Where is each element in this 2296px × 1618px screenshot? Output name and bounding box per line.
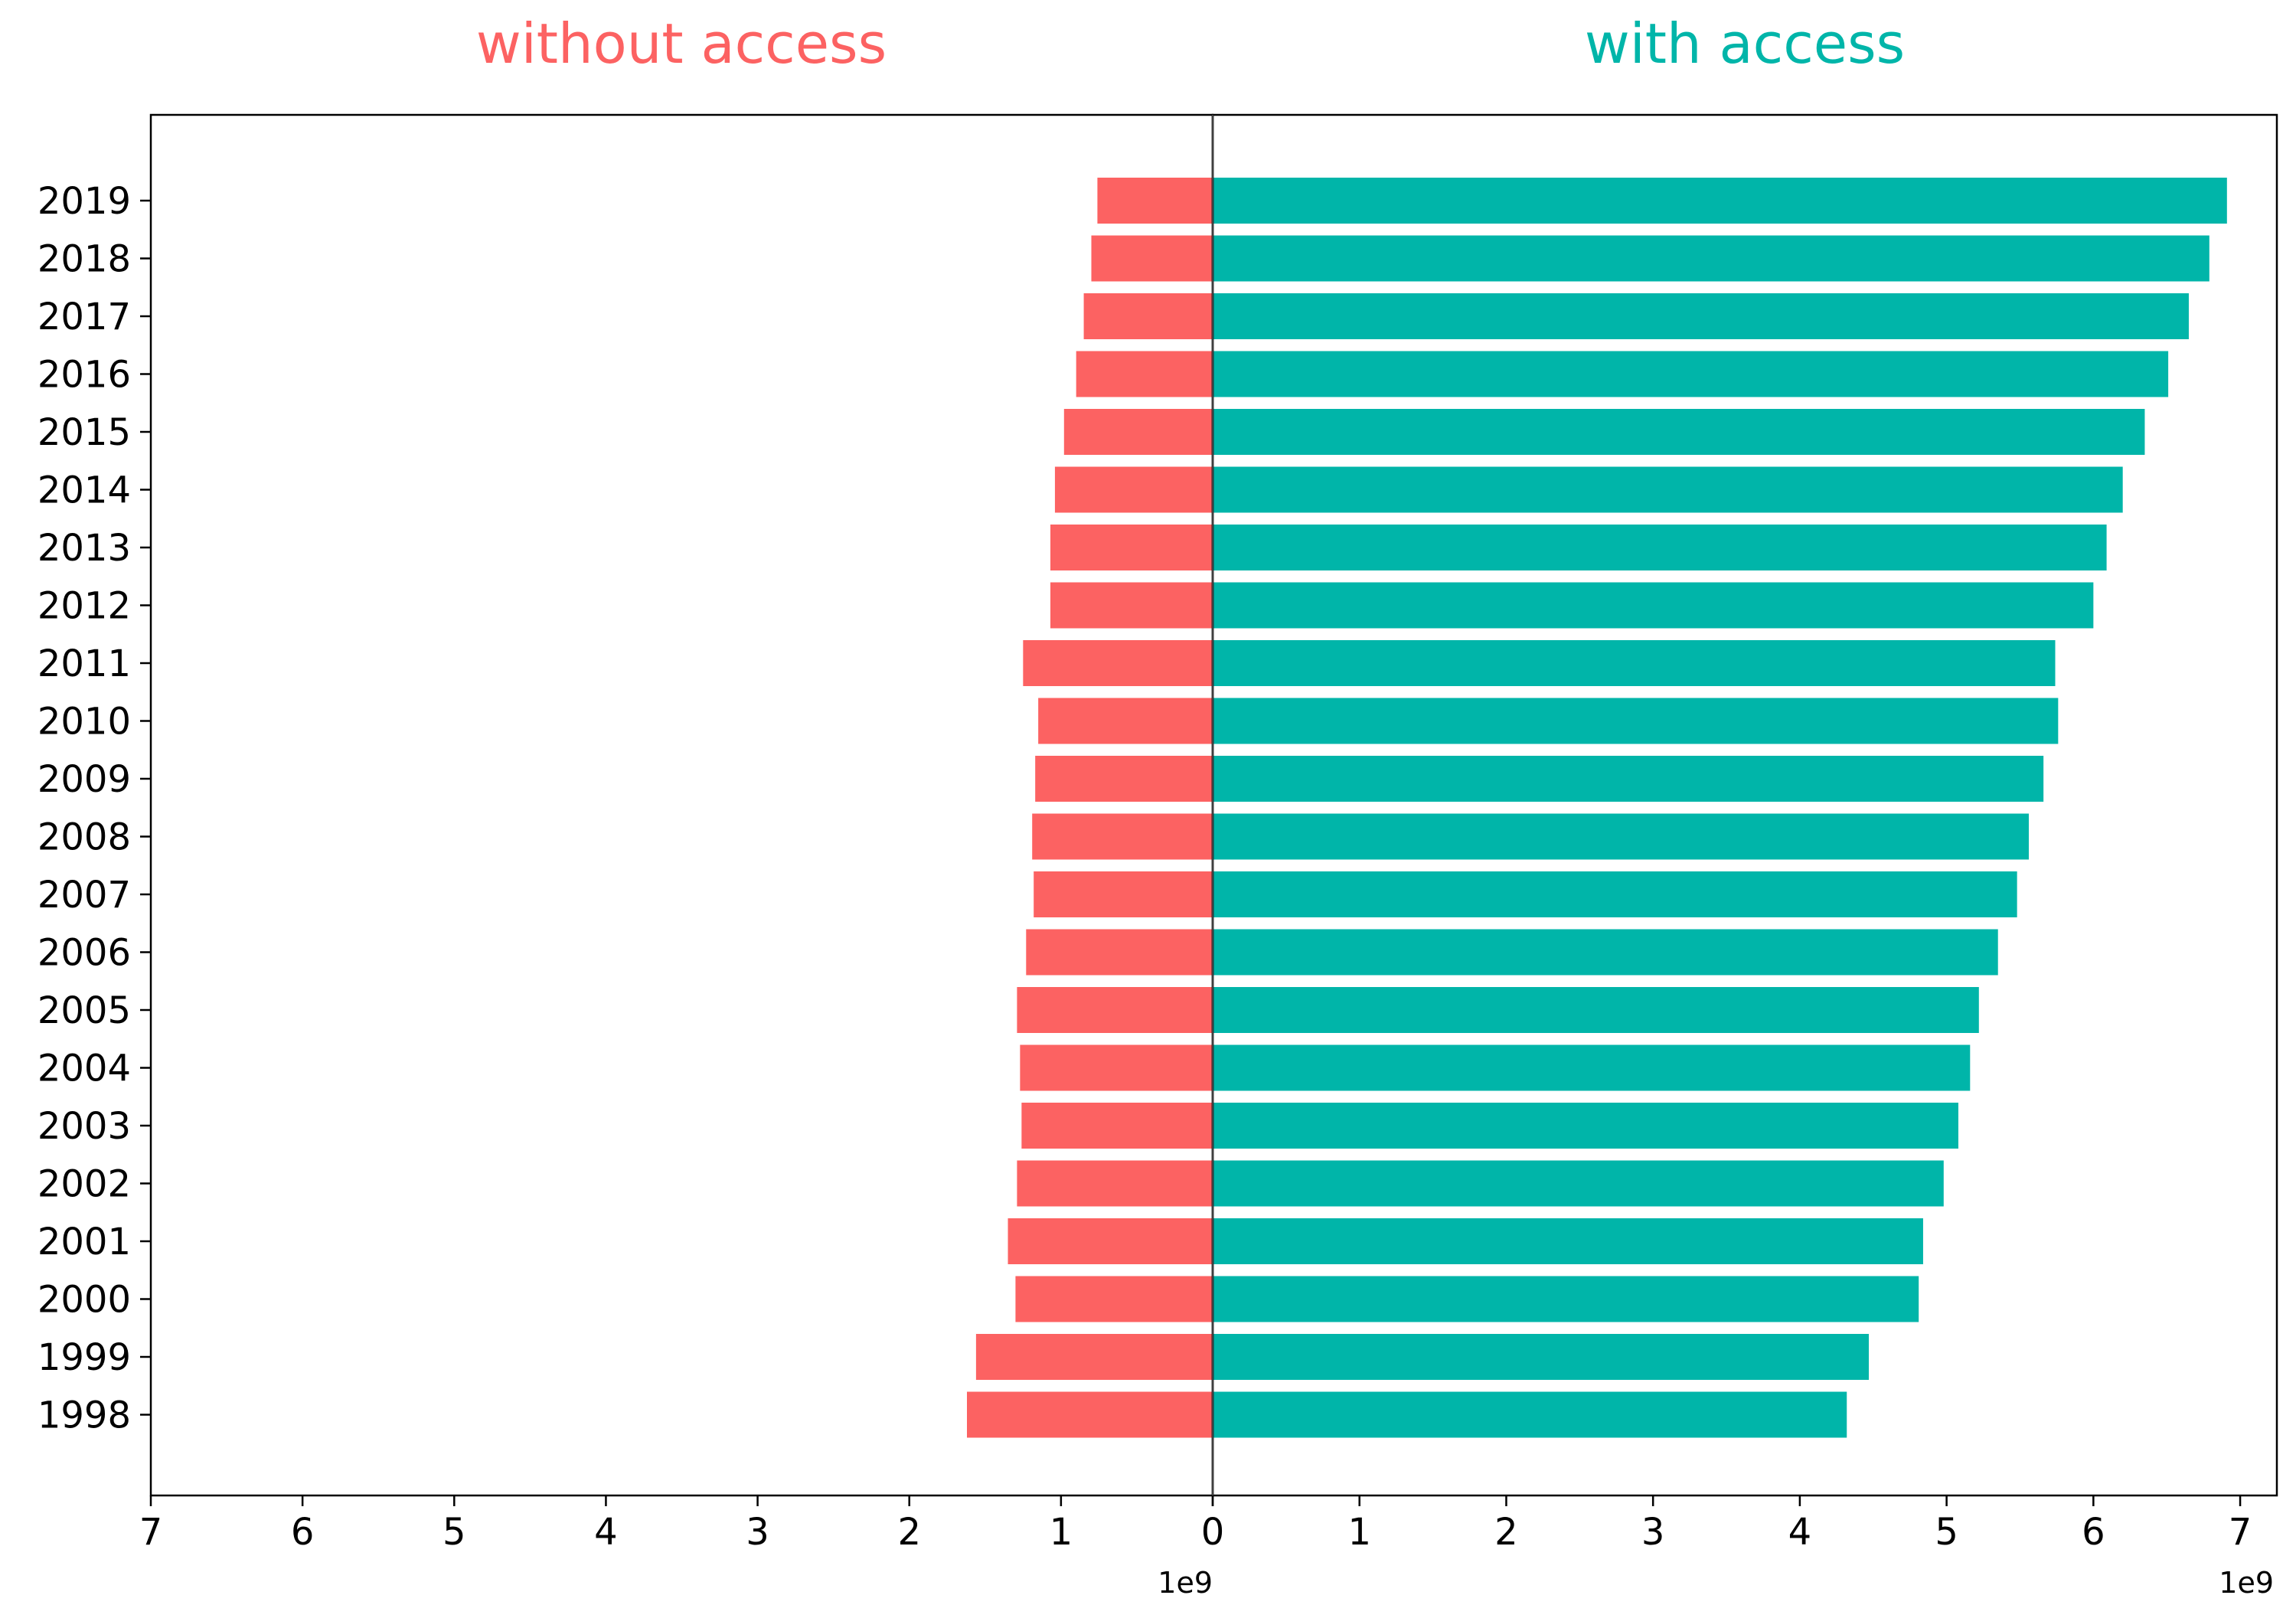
y-axis-tick-labels: 2019 2018 2017 2016 2015 2014 2013 2012 2011 2010… [38,180,151,1437]
x-tick-label-right-2: 2 [1494,1511,1518,1554]
bar-with-access-2017 [1213,293,2189,339]
x-tick-label-left-2: 2 [897,1511,921,1554]
x-tick-label-left-6: 6 [291,1511,315,1554]
y-tick-label-2007: 2007 [38,874,131,917]
bar-with-access-2016 [1213,351,2169,397]
bar-without-access-2015 [1063,409,1213,455]
x-tick-label-left-1: 1 [1050,1511,1073,1554]
bar-with-access-2001 [1213,1218,1923,1264]
y-tick-label-2010: 2010 [38,701,131,744]
bar-without-access-1999 [975,1334,1213,1380]
x-tick-label-left-4: 4 [594,1511,618,1554]
chart-title-with-access: with access [1585,11,1905,76]
bar-without-access-2019 [1097,178,1213,224]
bar-with-access-2013 [1213,525,2107,570]
bar-without-access-2001 [1008,1218,1213,1264]
bar-without-access-2008 [1032,813,1213,860]
axes [149,113,2278,1497]
bar-without-access-2009 [1035,756,1213,802]
bar-without-access-2011 [1023,640,1213,686]
bars-with-access [1213,178,2227,1438]
x-tick-label-left-3: 3 [746,1511,769,1554]
bar-without-access-2014 [1054,466,1213,513]
x-tick-label-right-3: 3 [1641,1511,1665,1554]
x-tick-label-right-5: 5 [1935,1511,1958,1554]
bar-with-access-2011 [1213,640,2056,686]
bar-without-access-2007 [1034,871,1213,917]
y-tick-label-1998: 1998 [38,1394,131,1437]
y-tick-label-2008: 2008 [38,816,131,859]
y-tick-label-2006: 2006 [38,932,131,975]
bar-with-access-2003 [1213,1103,1958,1149]
bar-without-access-2004 [1020,1044,1213,1091]
y-tick-label-2017: 2017 [38,296,131,338]
bar-with-access-2002 [1213,1160,1944,1207]
y-tick-label-2001: 2001 [38,1221,131,1263]
bar-with-access-2006 [1213,929,1998,976]
bar-with-access-2000 [1213,1276,1919,1322]
y-tick-label-2016: 2016 [38,354,131,397]
y-tick-label-2003: 2003 [38,1105,131,1148]
bar-with-access-2004 [1213,1044,1971,1091]
x-tick-label-left-5: 5 [443,1511,466,1554]
x-tick-label-right-4: 4 [1788,1511,1812,1554]
bar-with-access-2007 [1213,871,2017,917]
bar-with-access-2015 [1213,409,2145,455]
y-tick-label-2014: 2014 [38,469,131,512]
bar-without-access-2016 [1076,351,1213,397]
bar-with-access-2009 [1213,756,2044,802]
y-tick-label-2002: 2002 [38,1163,131,1206]
y-tick-label-1999: 1999 [38,1336,131,1379]
bar-with-access-2014 [1213,466,2123,513]
y-tick-label-2013: 2013 [38,527,131,570]
y-tick-label-2019: 2019 [38,180,131,223]
bars-without-access [967,178,1213,1438]
bar-with-access-2008 [1213,813,2029,860]
bar-with-access-2018 [1213,235,2209,282]
x-tick-label-right-0: 0 [1201,1511,1225,1554]
bar-without-access-2002 [1017,1160,1213,1207]
bar-without-access-2005 [1017,987,1213,1033]
bar-without-access-2018 [1091,235,1213,282]
y-tick-label-2012: 2012 [38,585,131,628]
bar-without-access-2000 [1015,1276,1213,1322]
bar-with-access-2012 [1213,582,2094,629]
y-tick-label-2000: 2000 [38,1279,131,1322]
bar-with-access-2005 [1213,987,1979,1033]
y-tick-label-2018: 2018 [38,238,131,281]
bar-without-access-2017 [1083,293,1213,339]
bar-without-access-1998 [967,1391,1213,1438]
bar-without-access-2010 [1038,698,1213,744]
x-axis-offset-right: 1e9 [2219,1566,2274,1600]
bar-without-access-2013 [1050,525,1213,570]
bar-with-access-1998 [1213,1391,1847,1438]
x-tick-label-right-6: 6 [2082,1511,2105,1554]
y-tick-label-2011: 2011 [38,642,131,685]
x-axis-offset-left: 1e9 [1158,1566,1213,1600]
x-tick-label-right-7: 7 [2229,1511,2252,1554]
y-tick-label-2004: 2004 [38,1048,131,1090]
x-axis-tick-labels: 7 6 5 4 3 2 1 0 1 2 3 4 5 6 7 [139,1495,2252,1554]
y-tick-label-2009: 2009 [38,758,131,801]
bar-with-access-2019 [1213,178,2227,224]
bar-with-access-2010 [1213,698,2059,744]
bar-without-access-2006 [1026,929,1213,976]
bar-without-access-2012 [1050,582,1213,629]
chart-title-without-access: without access [476,11,887,76]
bar-with-access-1999 [1213,1334,1870,1380]
y-tick-label-2005: 2005 [38,989,131,1032]
bar-without-access-2003 [1021,1103,1213,1149]
x-tick-label-left-7: 7 [139,1511,163,1554]
x-tick-label-right-1: 1 [1347,1511,1371,1554]
y-tick-label-2015: 2015 [38,411,131,454]
